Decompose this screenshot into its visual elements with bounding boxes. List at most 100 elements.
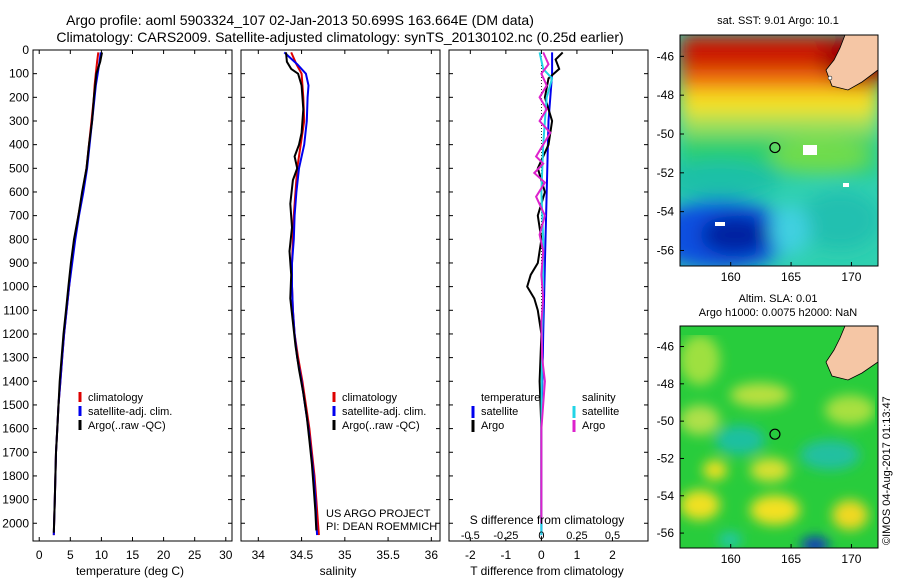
depth-tick-label: 300 [9, 114, 29, 128]
salinity-axes [240, 49, 441, 542]
s-diff-label: S difference from climatology [470, 513, 625, 527]
depth-tick-label: 0 [22, 43, 29, 57]
depth-tick-label: 400 [9, 138, 29, 152]
difference-x-ticks: -2 -1 0 1 2 [465, 50, 616, 562]
map-y-tick-label: -50 [657, 414, 675, 428]
x-tick-label: 0 [538, 548, 545, 562]
salinity-y-ticks [241, 49, 440, 524]
series-line [52, 52, 103, 533]
salinity-xlabel: salinity [320, 564, 357, 578]
series-line [532, 51, 552, 524]
x-tick-label: 25 [188, 548, 202, 562]
depth-ticks: 0 100 200 300 400 500 600 700 800 900 1000 1100 1200… [2, 43, 232, 530]
depth-tick-label: 500 [9, 161, 29, 175]
missing-data-patch [843, 183, 849, 187]
island-marker [827, 75, 833, 81]
difference-panel: -2 -1 0 1 2 T difference from climatology S … [448, 49, 649, 578]
project-annotation: US ARGO PROJECT [326, 508, 431, 520]
s-tick-label: 0.25 [566, 530, 587, 542]
figure-title-line1: Argo profile: aoml 5903324_107 02-Jan-20… [66, 12, 534, 28]
depth-tick-label: 1200 [2, 327, 29, 341]
depth-tick-label: 1600 [2, 422, 29, 436]
pi-annotation: PI: DEAN ROEMMICH [326, 521, 437, 533]
x-tick-label: 35.5 [376, 548, 400, 562]
difference-lines [526, 50, 564, 541]
map-y-tick-label: -56 [657, 243, 675, 257]
salinity-panel: 34 34.5 35 35.5 36 salinity climatology satel… [240, 49, 441, 578]
map-y-tick-label: -52 [657, 166, 675, 180]
x-tick-label: 36 [425, 548, 439, 562]
map-x-tick-label: 165 [781, 552, 801, 566]
depth-tick-label: 1800 [2, 469, 29, 483]
x-tick-label: 1 [574, 548, 581, 562]
sla-field [680, 335, 875, 548]
legend-label: Argo [582, 420, 605, 432]
x-tick-label: 0 [36, 548, 43, 562]
s-tick-label: 0 [538, 530, 544, 542]
sla-map: Altim. SLA: 0.01 Argo h1000: 0.0075 h200… [657, 293, 879, 566]
difference-y-ticks [449, 49, 648, 524]
x-tick-label: 2 [609, 548, 616, 562]
depth-tick-label: 1000 [2, 280, 29, 294]
figure-title-line2: Climatology: CARS2009. Satellite-adjuste… [56, 29, 623, 45]
x-tick-label: 34.5 [290, 548, 314, 562]
x-tick-label: 15 [126, 548, 140, 562]
sla-map-ticks: 160 165 170 -46 -48 -50 -52 -54 -56 [657, 340, 862, 566]
sla-map-frame [679, 325, 879, 549]
legend-label: satellite-adj. clim. [342, 406, 426, 418]
s-diff-tick-labels: -0.5 -0.25 0 0.25 0.5 [461, 530, 620, 542]
x-tick-label: -1 [501, 548, 512, 562]
map-y-tick-label: -52 [657, 451, 675, 465]
temperature-legend: climatology satellite-adj. clim. Argo(..ra… [78, 392, 172, 432]
depth-tick-label: 1700 [2, 445, 29, 459]
temperature-axes [32, 49, 233, 542]
temperature-x-ticks: 0 5 10 15 20 25 30 [36, 50, 233, 562]
temperature-xlabel: temperature (deg C) [76, 564, 184, 578]
new-zealand-land [825, 35, 878, 91]
depth-tick-label: 600 [9, 185, 29, 199]
sst-map: sat. SST: 9.01 Argo: 10.1 [657, 15, 879, 284]
argo-position-marker [769, 141, 781, 154]
s-tick-label: -0.5 [461, 530, 480, 542]
salinity-x-ticks: 34 34.5 35 35.5 36 [252, 50, 439, 562]
legend-label: satellite-adj. clim. [88, 406, 172, 418]
depth-tick-label: 2000 [2, 516, 29, 530]
x-tick-label: 34 [252, 548, 266, 562]
x-tick-label: 35 [338, 548, 352, 562]
map-y-tick-label: -46 [657, 49, 675, 63]
depth-tick-label: 700 [9, 209, 29, 223]
depth-tick-label: 1500 [2, 398, 29, 412]
legend-label: Argo(..raw -QC) [342, 420, 420, 432]
depth-tick-label: 200 [9, 90, 29, 104]
difference-legend: temperature salinity satellite Argo satellit… [471, 392, 619, 432]
salinity-legend: climatology satellite-adj. clim. Argo(..ra… [332, 392, 426, 432]
depth-tick-label: 1400 [2, 374, 29, 388]
map-x-tick-label: 160 [721, 552, 741, 566]
legend-label: satellite [481, 406, 518, 418]
map-y-tick-label: -54 [657, 489, 675, 503]
missing-data-patch [715, 222, 725, 226]
depth-tick-label: 1100 [3, 303, 29, 317]
depth-tick-label: 100 [9, 67, 29, 81]
s-tick-label: -0.25 [493, 530, 518, 542]
sla-map-subtitle: Argo h1000: 0.0075 h2000: NaN [699, 307, 857, 319]
argo-position-marker [769, 428, 781, 440]
depth-tick-label: 900 [9, 256, 29, 270]
map-y-tick-label: -50 [657, 127, 675, 141]
depth-tick-label: 1300 [2, 351, 29, 365]
temperature-panel: 0100200300400500600700800900100011001200… [2, 43, 232, 578]
legend-label: climatology [88, 392, 144, 404]
legend-label: climatology [342, 392, 398, 404]
sla-map-title: Altim. SLA: 0.01 [739, 293, 818, 305]
map-y-tick-label: -48 [657, 377, 675, 391]
legend-header-temperature: temperature [481, 392, 540, 404]
t-diff-xlabel: T difference from climatology [470, 564, 624, 578]
x-tick-label: 20 [157, 548, 171, 562]
series-line [285, 52, 318, 531]
missing-data-patch [803, 145, 817, 155]
imos-credit: ©IMOS 04-Aug-2017 01:13:47 [881, 396, 893, 545]
x-tick-label: -2 [465, 548, 476, 562]
sst-map-ticks: 160 165 170 -46 -48 -50 -52 -54 -56 [657, 49, 862, 284]
x-tick-label: 10 [95, 548, 109, 562]
